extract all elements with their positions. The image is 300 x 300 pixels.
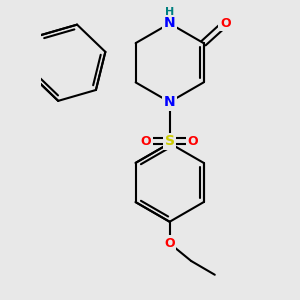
Text: S: S xyxy=(165,134,175,148)
Text: O: O xyxy=(220,17,230,30)
Text: O: O xyxy=(164,237,175,250)
Text: O: O xyxy=(188,135,199,148)
Text: O: O xyxy=(141,135,152,148)
Text: N: N xyxy=(164,16,176,31)
Text: H: H xyxy=(165,7,174,16)
Text: N: N xyxy=(164,95,176,109)
